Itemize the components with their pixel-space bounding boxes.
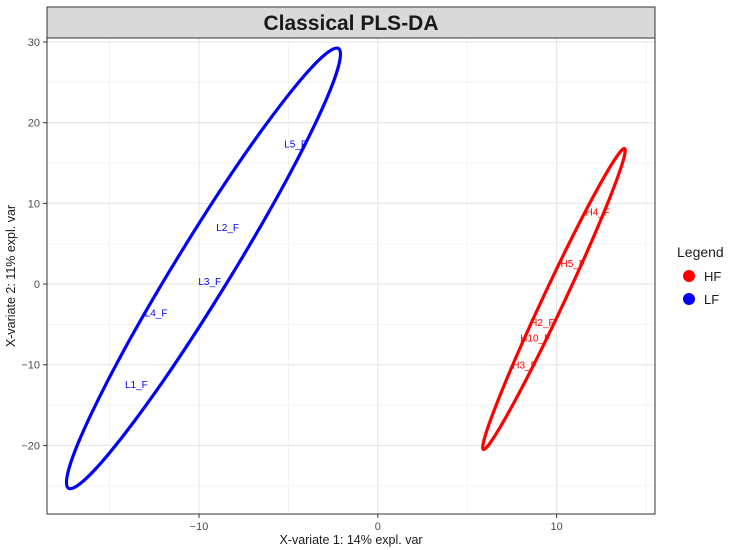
y-tick-label: 20 — [28, 118, 40, 130]
ellipse-lf — [64, 46, 343, 491]
point-label-l3_f: L3_F — [198, 277, 221, 288]
point-label-h2_f: H2_F — [530, 318, 554, 329]
x-tick-label: −10 — [190, 521, 209, 533]
point-label-h3_f: H3_F — [512, 361, 536, 372]
point-label-h4_f: H4_F — [586, 207, 610, 218]
y-tick-label: −20 — [21, 440, 40, 452]
sample-labels: H4_F H5_F H2_F H10_F H3_F L5_F L2_F L3_F L4_F L1_… — [125, 140, 610, 391]
point-label-l4_f: L4_F — [145, 308, 168, 319]
legend-label-lf: LF — [704, 292, 719, 307]
legend-marker-lf — [683, 293, 695, 305]
ellipse-hf — [481, 146, 627, 452]
point-label-h10_f: H10_F — [520, 333, 550, 344]
legend: Legend HF LF — [677, 244, 724, 307]
point-label-l1_f: L1_F — [125, 380, 148, 391]
x-axis-ticks: −10 0 10 — [190, 514, 563, 533]
plot-panel — [46, 37, 656, 515]
point-label-l2_f: L2_F — [216, 223, 239, 234]
x-tick-label: 10 — [551, 521, 563, 533]
legend-marker-hf — [683, 270, 695, 282]
confidence-ellipses — [64, 46, 627, 491]
x-axis-title: X-variate 1: 14% expl. var — [279, 533, 422, 547]
y-tick-label: −10 — [21, 360, 40, 372]
title-strip — [46, 6, 656, 39]
y-tick-label: 10 — [28, 198, 40, 210]
legend-label-hf: HF — [704, 269, 721, 284]
y-axis-title: X-variate 2: 11% expl. var — [4, 205, 18, 347]
plot-panel-border — [46, 37, 656, 515]
point-label-h5_f: H5_F — [561, 259, 585, 270]
legend-title: Legend — [677, 244, 724, 260]
y-axis-ticks: −20 −10 0 10 20 30 — [21, 37, 47, 452]
point-label-l5_f: L5_F — [284, 140, 307, 151]
x-tick-label: 0 — [375, 521, 381, 533]
y-tick-label: 30 — [28, 37, 40, 49]
chart-title: Classical PLS-DA — [263, 12, 438, 35]
y-tick-label: 0 — [34, 279, 40, 291]
